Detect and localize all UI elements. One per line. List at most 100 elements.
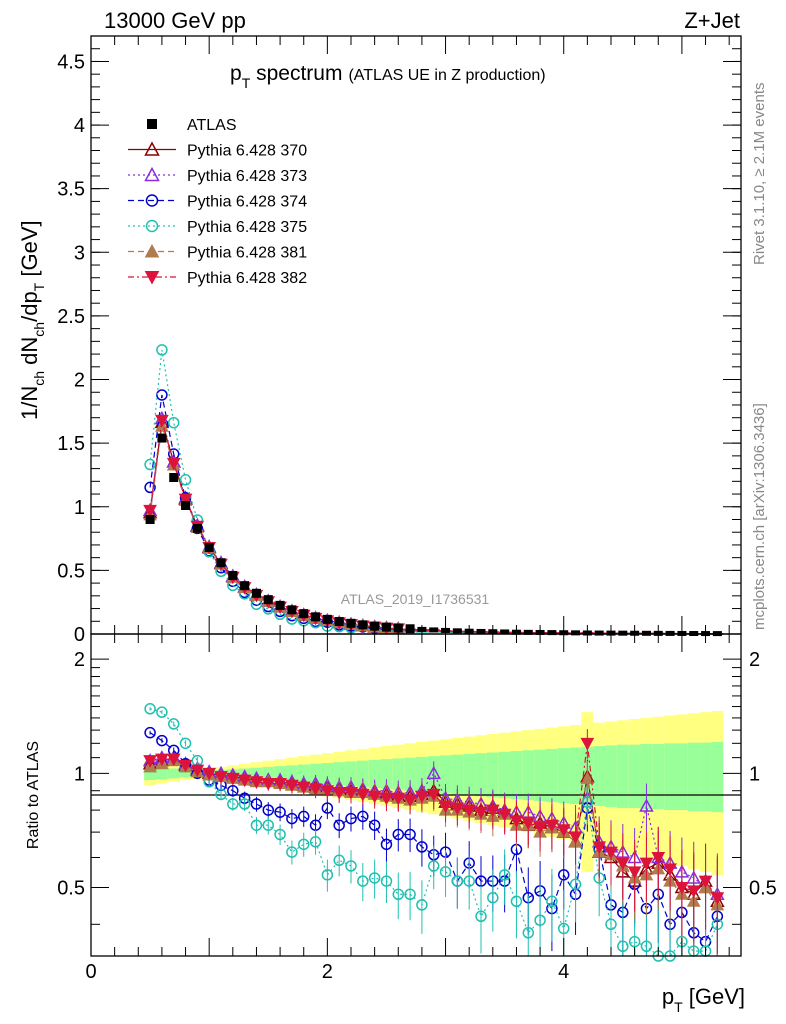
ratio-series-point xyxy=(438,800,453,814)
ratio-series-point xyxy=(167,718,180,730)
atlas-data-point xyxy=(381,622,391,632)
ratio-series-point xyxy=(297,838,310,851)
mcplots-label: mcplots.cern.ch [arXiv:1306.3436] xyxy=(751,403,768,630)
ratio-series-point xyxy=(605,918,617,931)
atlas-data-point xyxy=(547,630,557,636)
atlas-data-point xyxy=(181,500,191,510)
ratio-frame xyxy=(90,633,742,957)
xlab-rest: [GeV] xyxy=(683,984,745,1009)
ratio-series-point xyxy=(214,771,228,784)
ratio-band-inner xyxy=(546,748,558,803)
ratio-band-inner xyxy=(605,745,617,808)
ratio-band-inner xyxy=(439,755,452,794)
xlab-p: p xyxy=(662,984,674,1009)
atlas-data-point xyxy=(334,617,344,627)
main-series-point xyxy=(156,389,168,401)
ratio-band-inner xyxy=(652,744,665,810)
ylab-4: /dp xyxy=(17,291,42,322)
ratio-series-point xyxy=(308,783,323,796)
ratio-band-inner xyxy=(179,769,192,778)
ylab-2: dN xyxy=(17,337,42,371)
main-series-point xyxy=(178,493,193,507)
ylab-3: ch xyxy=(31,322,47,337)
ratio-band-inner xyxy=(616,744,629,809)
main-series-point xyxy=(144,458,156,471)
ratio-series-point xyxy=(534,914,546,926)
ratio-series-point xyxy=(404,888,416,901)
ratio-series-point xyxy=(143,755,157,768)
ratio-series-point xyxy=(225,772,240,786)
ratio-series-point xyxy=(321,869,334,881)
ratio-y-tick-label-right: 1 xyxy=(749,763,760,785)
legend: ATLAS Pythia 6.428 370 Pythia 6.428 373 Pyt… xyxy=(128,117,307,287)
legend-marker xyxy=(147,119,157,129)
ratio-series-point xyxy=(321,802,334,814)
ratio-band-inner xyxy=(486,752,499,798)
ratio-band-inner xyxy=(144,766,156,781)
ratio-series-point xyxy=(710,892,725,905)
ratio-series-point xyxy=(368,819,381,831)
atlas-data-point xyxy=(251,588,261,598)
ratio-band-inner xyxy=(156,767,168,780)
ratio-series-point xyxy=(557,869,570,881)
atlas-data-point xyxy=(476,628,486,634)
energy-label: 13000 GeV pp xyxy=(104,8,246,33)
atlas-data-point xyxy=(192,523,202,533)
ratio-series-point xyxy=(391,792,406,806)
ratio-series-point xyxy=(426,765,441,780)
legend-marker xyxy=(144,166,160,182)
ratio-band-inner xyxy=(321,762,334,785)
ratio-series-point xyxy=(297,810,310,823)
x-tick-label: 2 xyxy=(322,961,333,983)
x-axis-label: pT [GeV] xyxy=(662,984,745,1015)
ratio-series-point xyxy=(617,940,629,953)
process-label: Z+Jet xyxy=(684,8,740,33)
ratio-series-point xyxy=(202,767,217,781)
ratio-series-point xyxy=(545,819,559,833)
main-series-point xyxy=(179,474,192,486)
ratio-y-tick-label-left: 1 xyxy=(74,763,85,785)
ratio-series-point xyxy=(651,852,666,865)
ratio-series-point xyxy=(166,753,181,767)
x-tick-label: 0 xyxy=(85,961,96,983)
legend-label: Pythia 6.428 382 xyxy=(187,270,307,287)
ratio-series-point xyxy=(569,878,582,891)
rivet-label: Rivet 3.1.10, ≥ 2.1M events xyxy=(751,83,768,266)
ratio-series-point xyxy=(156,706,168,718)
ratio-band-inner xyxy=(498,751,511,799)
ratio-series-point xyxy=(227,784,239,797)
ratio-band-inner xyxy=(463,753,476,796)
ratio-series-point xyxy=(238,798,251,810)
ratio-y-tick-label-left: 0.5 xyxy=(57,878,85,900)
ratio-series-point xyxy=(345,860,357,872)
ratio-series-point xyxy=(487,891,499,904)
ratio-series-point xyxy=(580,771,595,784)
ratio-series-point xyxy=(698,875,713,889)
legend-label: Pythia 6.428 381 xyxy=(187,245,307,262)
ratio-band-inner xyxy=(345,761,357,787)
ylab-5: T xyxy=(31,282,47,291)
atlas-data-point xyxy=(216,558,226,568)
ratio-series-point xyxy=(546,895,558,908)
ratio-series-point xyxy=(639,857,654,871)
ratio-series-point xyxy=(379,792,394,806)
ratio-series-point xyxy=(285,779,299,793)
ratio-series-point xyxy=(463,875,475,887)
ratio-series-point xyxy=(392,888,405,901)
ratio-series-point xyxy=(510,895,523,908)
ratio-series-point xyxy=(522,927,535,939)
ratio-series-point xyxy=(190,764,205,778)
ratio-series-point xyxy=(320,785,335,798)
atlas-data-point xyxy=(157,433,167,443)
atlas-data-point xyxy=(145,514,155,524)
ratio-band-inner xyxy=(368,759,381,788)
ratio-series-point xyxy=(380,838,393,851)
ratio-series-point xyxy=(663,863,677,876)
ratio-series-point xyxy=(451,875,464,887)
atlas-data-point xyxy=(500,629,510,635)
legend-label: Pythia 6.428 375 xyxy=(187,219,307,236)
ratio-series-point xyxy=(215,788,227,801)
atlas-data-point xyxy=(429,627,439,633)
atlas-data-point xyxy=(571,630,581,636)
ratio-series-point xyxy=(250,819,263,831)
